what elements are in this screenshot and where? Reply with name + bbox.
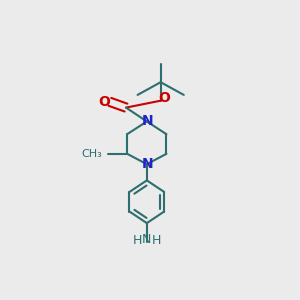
Text: N: N [142, 157, 154, 171]
Text: O: O [98, 95, 110, 109]
Text: N: N [142, 233, 152, 246]
Text: H: H [152, 234, 161, 247]
Text: CH₃: CH₃ [81, 149, 102, 159]
Text: O: O [158, 92, 170, 105]
Text: N: N [142, 115, 154, 128]
Text: H: H [133, 234, 142, 247]
